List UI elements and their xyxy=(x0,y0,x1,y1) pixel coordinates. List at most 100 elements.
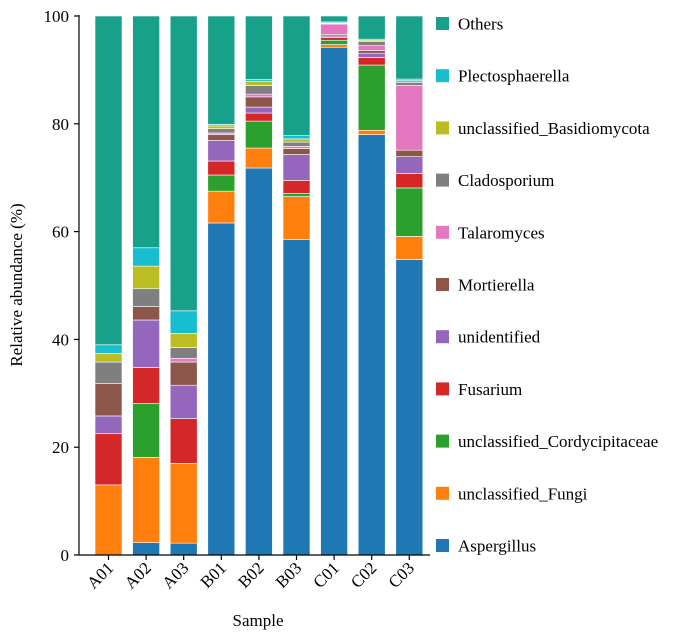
bar-A02-mortierella xyxy=(132,306,160,321)
bar-C02-others xyxy=(357,15,386,40)
bar-A03-mortierella xyxy=(169,361,198,386)
bar-C02-mortierella xyxy=(357,50,386,54)
bar-group-B01 xyxy=(207,15,236,556)
bar-C02-aspergillus xyxy=(357,134,386,556)
legend-item-unclassified-fungi: unclassified_Fungi xyxy=(436,484,588,503)
bar-group-B03 xyxy=(282,15,311,556)
bar-A01-unclassified-basidiomycota xyxy=(94,353,123,363)
legend-item-unclassified-cordycipitaceae: unclassified_Cordycipitaceae xyxy=(436,432,658,451)
bar-B01-unidentified xyxy=(207,140,236,162)
bar-A03-aspergillus xyxy=(169,542,198,556)
bar-C02-unidentified xyxy=(357,52,386,58)
x-tick-label-B02: B02 xyxy=(234,558,267,591)
legend-label-aspergillus: Aspergillus xyxy=(458,537,536,556)
legend-item-unidentified: unidentified xyxy=(436,328,541,347)
legend-item-fusarium: Fusarium xyxy=(436,380,522,399)
legend-swatch-talaromyces xyxy=(436,225,449,239)
bar-B01-fusarium xyxy=(207,160,236,176)
legend-item-mortierella: Mortierella xyxy=(436,276,535,295)
legend-swatch-unclassified-fungi xyxy=(436,486,449,500)
bar-B02-unclassified-cordycipitaceae xyxy=(245,120,273,149)
bar-C03-unidentified xyxy=(395,156,424,174)
legend-item-others: Others xyxy=(436,15,503,34)
bar-A02-aspergillus xyxy=(132,542,160,556)
bar-B02-unclassified-fungi xyxy=(245,147,273,169)
bar-A01-unclassified-fungi xyxy=(94,484,123,556)
bar-C01-aspergillus xyxy=(320,46,348,556)
bar-A02-unidentified xyxy=(132,319,160,368)
bar-B02-mortierella xyxy=(245,96,273,108)
bar-C02-unclassified-cordycipitaceae xyxy=(357,64,386,131)
bar-C03-others xyxy=(395,15,424,80)
bar-group-C01 xyxy=(320,15,348,556)
bar-B01-unclassified-fungi xyxy=(207,190,236,224)
legend-swatch-cladosporium xyxy=(436,173,449,187)
legend-label-unclassified-cordycipitaceae: unclassified_Cordycipitaceae xyxy=(458,432,658,451)
bar-C02-unclassified-fungi xyxy=(357,129,386,135)
bar-B01-unclassified-basidiomycota xyxy=(207,125,236,129)
legend-swatch-unclassified-cordycipitaceae xyxy=(436,434,449,448)
bar-B03-plectosphaerella xyxy=(282,135,311,140)
legend-swatch-plectosphaerella xyxy=(436,69,449,83)
bar-C02-cladosporium xyxy=(357,41,386,46)
bar-B03-aspergillus xyxy=(282,239,311,556)
x-tick-label-C02: C02 xyxy=(347,558,380,591)
bar-B02-talaromyces xyxy=(245,93,273,98)
bar-A03-fusarium xyxy=(169,418,198,464)
bar-B01-others xyxy=(207,15,236,125)
bar-A03-unclassified-fungi xyxy=(169,463,198,544)
bar-B03-unclassified-cordycipitaceae xyxy=(282,193,311,197)
bar-C03-aspergillus xyxy=(395,259,424,556)
bar-C03-mortierella xyxy=(395,149,424,157)
y-tick-label-40: 40 xyxy=(52,330,69,349)
bar-B03-cladosporium xyxy=(282,141,311,147)
bar-C01-others xyxy=(320,15,348,23)
bar-B01-unclassified-cordycipitaceae xyxy=(207,174,236,192)
bar-C03-cladosporium xyxy=(395,82,424,86)
legend-label-unclassified-fungi: unclassified_Fungi xyxy=(458,484,588,503)
bar-C01-talaromyces xyxy=(320,23,348,35)
bar-group-C02 xyxy=(357,15,386,556)
bar-group-A02 xyxy=(132,15,160,556)
legend-label-others: Others xyxy=(458,15,503,34)
bar-A01-unidentified xyxy=(94,415,123,435)
legend-swatch-unidentified xyxy=(436,330,449,344)
legend: Others Plectosphaerella unclassified_Basid… xyxy=(436,15,658,556)
legend-swatch-aspergillus xyxy=(436,539,449,552)
bar-B02-unclassified-basidiomycota xyxy=(245,80,273,86)
y-tick-label-60: 60 xyxy=(52,223,69,242)
bar-B02-aspergillus xyxy=(245,167,273,556)
bar-A01-fusarium xyxy=(94,433,123,486)
bar-B01-mortierella xyxy=(207,134,236,141)
bar-A02-unclassified-basidiomycota xyxy=(132,265,160,290)
legend-swatch-others xyxy=(436,17,449,30)
bar-C03-talaromyces xyxy=(395,85,424,151)
bar-group-A01 xyxy=(94,15,123,556)
bars-layer xyxy=(94,15,424,556)
bar-A03-others xyxy=(169,15,198,312)
bar-C02-fusarium xyxy=(357,57,386,66)
bar-B03-unclassified-basidiomycota xyxy=(282,138,311,143)
bar-group-C03 xyxy=(395,15,424,556)
x-tick-label-C03: C03 xyxy=(385,558,418,591)
x-tick-label-B01: B01 xyxy=(197,558,230,591)
legend-item-unclassified-basidiomycota: unclassified_Basidiomycota xyxy=(436,119,650,138)
legend-label-mortierella: Mortierella xyxy=(458,276,535,295)
x-tick-label-B03: B03 xyxy=(272,558,305,591)
legend-item-talaromyces: Talaromyces xyxy=(436,223,545,242)
bar-A02-unclassified-fungi xyxy=(132,457,160,543)
bar-B02-unidentified xyxy=(245,106,273,114)
bar-A02-plectosphaerella xyxy=(132,247,160,267)
legend-label-cladosporium: Cladosporium xyxy=(458,171,554,190)
bar-B02-others xyxy=(245,15,273,80)
bar-A02-unclassified-cordycipitaceae xyxy=(132,403,160,458)
bar-B03-unclassified-fungi xyxy=(282,196,311,240)
bar-B03-others xyxy=(282,15,311,136)
bar-B01-cladosporium xyxy=(207,128,236,134)
bar-A02-others xyxy=(132,15,160,249)
legend-label-unclassified-basidiomycota: unclassified_Basidiomycota xyxy=(458,119,650,138)
legend-label-talaromyces: Talaromyces xyxy=(458,223,545,242)
bar-B03-fusarium xyxy=(282,180,311,194)
x-tick-label-A03: A03 xyxy=(158,558,192,592)
